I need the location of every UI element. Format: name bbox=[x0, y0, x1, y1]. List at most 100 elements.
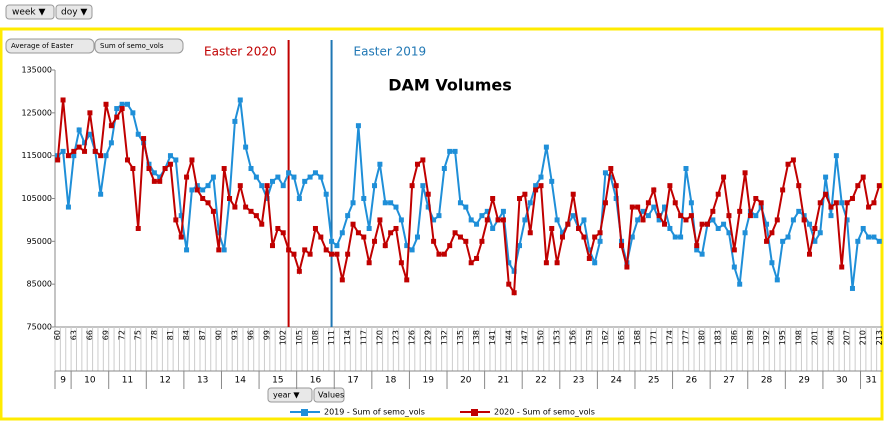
point-marker bbox=[662, 204, 668, 210]
y-tick-label: 85000 bbox=[27, 280, 52, 289]
point-marker bbox=[651, 204, 657, 210]
point-marker bbox=[490, 225, 496, 231]
week-label: 14 bbox=[235, 376, 247, 386]
point-marker bbox=[764, 221, 770, 227]
point-marker bbox=[511, 290, 517, 296]
point-marker bbox=[613, 196, 619, 201]
point-marker bbox=[253, 174, 259, 180]
point-marker bbox=[425, 204, 431, 210]
point-marker bbox=[205, 200, 211, 206]
x-tick-label: 78 bbox=[150, 330, 159, 340]
point-marker bbox=[135, 225, 141, 231]
point-marker bbox=[844, 200, 850, 206]
point-marker bbox=[302, 247, 308, 253]
point-marker bbox=[216, 230, 222, 236]
doy-filter[interactable] bbox=[55, 4, 93, 20]
point-marker bbox=[710, 217, 716, 223]
x-tick-label: 66 bbox=[85, 330, 94, 340]
year-filter-label[interactable]: year ▼ bbox=[273, 391, 300, 400]
point-marker bbox=[307, 174, 313, 180]
x-tick-label: 207 bbox=[843, 330, 852, 345]
values-button[interactable] bbox=[313, 387, 345, 403]
x-tick-label: 198 bbox=[794, 330, 803, 345]
point-marker bbox=[715, 225, 721, 231]
point-marker bbox=[484, 208, 490, 214]
point-marker bbox=[108, 123, 114, 129]
point-marker bbox=[839, 200, 845, 206]
year-filter[interactable] bbox=[267, 387, 313, 403]
point-marker bbox=[565, 221, 571, 227]
point-marker bbox=[737, 281, 743, 287]
point-marker bbox=[635, 204, 641, 210]
point-marker bbox=[457, 234, 463, 240]
week-label: 30 bbox=[836, 376, 848, 386]
x-tick-label: 195 bbox=[778, 330, 787, 345]
point-marker bbox=[87, 110, 93, 116]
point-marker bbox=[866, 234, 872, 240]
point-marker bbox=[366, 260, 372, 266]
series-button-label[interactable]: Average of Easter bbox=[11, 42, 73, 50]
easter-label: Easter 2019 bbox=[354, 45, 427, 59]
x-tick-label: 114 bbox=[343, 330, 352, 345]
x-tick-label: 177 bbox=[681, 330, 690, 345]
legend-marker bbox=[301, 409, 308, 416]
point-marker bbox=[694, 243, 700, 249]
point-marker bbox=[151, 178, 157, 184]
point-marker bbox=[715, 191, 721, 197]
x-tick-label: 105 bbox=[295, 330, 304, 345]
point-marker bbox=[291, 174, 297, 180]
values-button-label[interactable]: Values bbox=[318, 391, 344, 400]
point-marker bbox=[533, 183, 539, 189]
y-tick-label: 75000 bbox=[27, 323, 52, 332]
point-marker bbox=[490, 196, 496, 201]
point-marker bbox=[98, 153, 104, 159]
point-marker bbox=[286, 170, 292, 176]
point-marker bbox=[479, 213, 485, 219]
point-marker bbox=[264, 196, 270, 201]
point-marker bbox=[828, 213, 834, 219]
x-tick-label: 111 bbox=[327, 330, 336, 345]
point-marker bbox=[409, 183, 415, 189]
week-filter-label[interactable]: week ▼ bbox=[12, 8, 46, 18]
point-marker bbox=[758, 200, 764, 206]
point-marker bbox=[790, 217, 796, 223]
point-marker bbox=[570, 213, 576, 219]
x-tick-label: 60 bbox=[53, 330, 62, 340]
point-marker bbox=[474, 255, 480, 261]
point-marker bbox=[82, 140, 88, 146]
point-marker bbox=[307, 251, 313, 257]
point-marker bbox=[812, 225, 818, 231]
point-marker bbox=[420, 157, 426, 163]
point-marker bbox=[280, 183, 286, 189]
point-marker bbox=[329, 238, 335, 244]
x-tick-label: 147 bbox=[520, 330, 529, 345]
x-tick-label: 165 bbox=[617, 330, 626, 345]
point-marker bbox=[683, 217, 689, 223]
point-marker bbox=[345, 213, 351, 219]
point-marker bbox=[398, 260, 404, 266]
doy-filter-label[interactable]: doy ▼ bbox=[61, 8, 87, 18]
series-button[interactable] bbox=[94, 38, 184, 54]
point-marker bbox=[812, 238, 818, 244]
point-marker bbox=[796, 183, 802, 189]
point-marker bbox=[452, 230, 458, 236]
point-marker bbox=[323, 247, 329, 253]
point-marker bbox=[640, 208, 646, 214]
point-marker bbox=[173, 157, 179, 163]
point-marker bbox=[76, 144, 82, 150]
point-marker bbox=[339, 230, 345, 236]
point-marker bbox=[237, 183, 243, 189]
point-marker bbox=[613, 183, 619, 189]
week-filter[interactable] bbox=[5, 4, 55, 20]
x-tick-label: 99 bbox=[263, 330, 272, 340]
point-marker bbox=[608, 166, 614, 172]
x-tick-label: 69 bbox=[102, 330, 111, 340]
point-marker bbox=[780, 238, 786, 244]
point-marker bbox=[581, 234, 587, 240]
x-tick-label: 180 bbox=[698, 330, 707, 345]
series-button[interactable] bbox=[5, 38, 95, 54]
series-button-label[interactable]: Sum of semo_vols bbox=[100, 42, 164, 50]
point-marker bbox=[60, 97, 66, 103]
point-marker bbox=[377, 217, 383, 223]
week-label: 22 bbox=[535, 376, 546, 386]
